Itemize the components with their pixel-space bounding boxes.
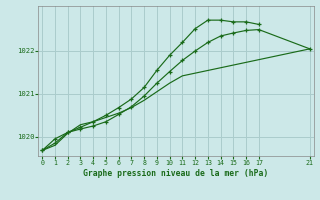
X-axis label: Graphe pression niveau de la mer (hPa): Graphe pression niveau de la mer (hPa) bbox=[84, 169, 268, 178]
